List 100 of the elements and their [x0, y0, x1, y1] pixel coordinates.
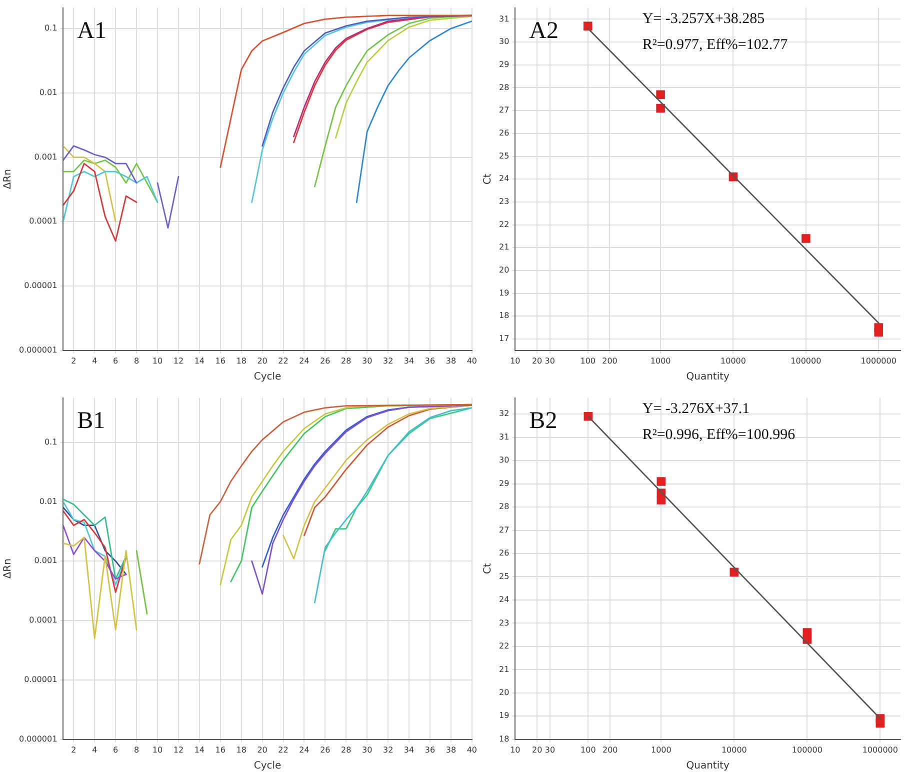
y-tick-label: 20	[498, 266, 510, 275]
x-tick-label: 34	[404, 356, 414, 366]
y-axis-title: Ct	[482, 174, 494, 185]
x-tick-label: 8	[134, 745, 140, 754]
x-tick-label: 200	[602, 745, 618, 754]
y-tick-label: 0.00001	[24, 281, 58, 290]
y-axis-title: ΔRn	[2, 558, 14, 579]
x-tick-label: 1000	[650, 745, 672, 754]
x-tick-label: 10	[152, 356, 163, 366]
y-tick-label: 19	[498, 288, 510, 298]
y-tick-label: 22	[498, 642, 510, 651]
y-tick-label: 23	[498, 197, 510, 206]
x-tick-label: 30	[544, 356, 555, 366]
y-tick-label: 17	[498, 334, 510, 344]
y-tick-label: 27	[498, 525, 510, 534]
x-tick-label: 40	[466, 356, 478, 366]
x-tick-label: 8	[134, 356, 140, 366]
x-tick-label: 28	[341, 745, 352, 754]
y-tick-label: 0.0001	[29, 216, 58, 226]
x-tick-label: 34	[404, 745, 414, 754]
x-tick-label: 32	[382, 745, 394, 754]
x-tick-label: 4	[92, 356, 98, 366]
x-tick-label: 100	[580, 356, 596, 366]
y-tick-label: 26	[498, 548, 510, 558]
x-tick-label: 40	[466, 745, 478, 754]
y-tick-label: 24	[498, 174, 510, 184]
x-tick-label: 20	[257, 356, 268, 366]
y-tick-label: 0.00001	[24, 675, 58, 684]
x-axis-title: Cycle	[254, 760, 282, 772]
x-tick-label: 14	[194, 745, 205, 754]
x-tick-label: 6	[113, 356, 118, 366]
x-tick-label: 4	[92, 745, 98, 754]
y-tick-label: 28	[498, 502, 510, 512]
annotation: B2	[529, 408, 558, 434]
x-tick-label: 18	[236, 745, 246, 754]
y-tick-label: 0.1	[44, 24, 58, 33]
y-tick-label: 0.01	[39, 88, 58, 97]
x-tick-label: 1000000	[860, 356, 896, 366]
x-tick-label: 26	[320, 745, 330, 754]
x-tick-label: 6	[113, 745, 118, 754]
x-tick-label: 12	[173, 745, 184, 754]
y-tick-label: 18	[498, 734, 510, 744]
x-tick-label: 10	[152, 745, 163, 754]
y-tick-label: 23	[498, 618, 510, 628]
x-tick-label: 36	[424, 745, 436, 754]
y-tick-label: 29	[498, 60, 510, 69]
y-tick-label: 0.001	[34, 152, 58, 162]
y-tick-label: 26	[498, 128, 510, 138]
y-tick-label: 0.01	[39, 496, 58, 506]
y-tick-label: 0.1	[44, 437, 58, 446]
y-tick-label: 21	[498, 664, 510, 674]
y-axis-title: Ct	[482, 563, 494, 574]
y-tick-label: 0.001	[34, 556, 58, 566]
x-tick-label: 2	[71, 356, 76, 366]
y-tick-label: 31	[498, 14, 510, 24]
x-tick-label: 22	[278, 745, 288, 754]
annotation: Y= -3.276X+37.1	[642, 401, 750, 418]
x-tick-label: 38	[446, 356, 456, 366]
y-tick-label: 29	[498, 478, 510, 488]
x-tick-label: 10000	[721, 745, 747, 754]
y-tick-label: 25	[498, 151, 510, 160]
y-tick-label: 31	[498, 432, 510, 442]
annotation: A2	[529, 18, 559, 44]
x-tick-label: 32	[382, 356, 394, 366]
y-tick-label: 0.000001	[19, 734, 58, 744]
y-tick-label: 21	[498, 242, 510, 252]
annotation: R²=0.996, Eff%=100.996	[642, 427, 796, 444]
x-tick-label: 22	[278, 356, 288, 366]
x-tick-label: 100	[580, 745, 596, 754]
x-tick-label: 10000	[720, 356, 746, 366]
x-tick-label: 30	[544, 745, 556, 754]
y-tick-label: 0.000001	[19, 345, 58, 354]
y-tick-label: 25	[498, 572, 510, 581]
y-tick-label: 0.0001	[29, 616, 58, 625]
y-tick-label: 20	[498, 688, 510, 697]
annotation: Y= -3.257X+38.285	[642, 11, 765, 28]
x-tick-label: 18	[236, 356, 246, 366]
x-tick-label: 100000	[790, 356, 822, 366]
y-tick-label: 19	[498, 711, 510, 720]
x-tick-label: 10	[510, 745, 520, 754]
x-tick-label: 2	[71, 745, 76, 754]
x-tick-label: 200	[602, 356, 618, 366]
x-tick-label: 14	[194, 356, 205, 366]
y-tick-label: 30	[498, 37, 510, 46]
annotation: R²=0.977, Eff%=102.77	[642, 37, 788, 54]
y-tick-label: 24	[498, 595, 510, 604]
x-tick-label: 26	[320, 356, 330, 366]
y-tick-label: 32	[498, 409, 510, 418]
x-tick-label: 24	[299, 745, 310, 754]
x-axis-title: Quantity	[686, 372, 730, 383]
y-axis-title: ΔRn	[2, 169, 14, 190]
annotation: B1	[77, 408, 106, 434]
y-tick-label: 28	[498, 82, 510, 92]
x-tick-label: 10	[510, 356, 520, 366]
y-tick-label: 30	[498, 456, 510, 465]
y-tick-label: 18	[498, 311, 510, 320]
x-tick-label: 1000	[650, 356, 671, 366]
x-tick-label: 36	[424, 356, 436, 366]
x-tick-label: 20	[532, 745, 542, 754]
y-tick-label: 22	[498, 220, 510, 229]
